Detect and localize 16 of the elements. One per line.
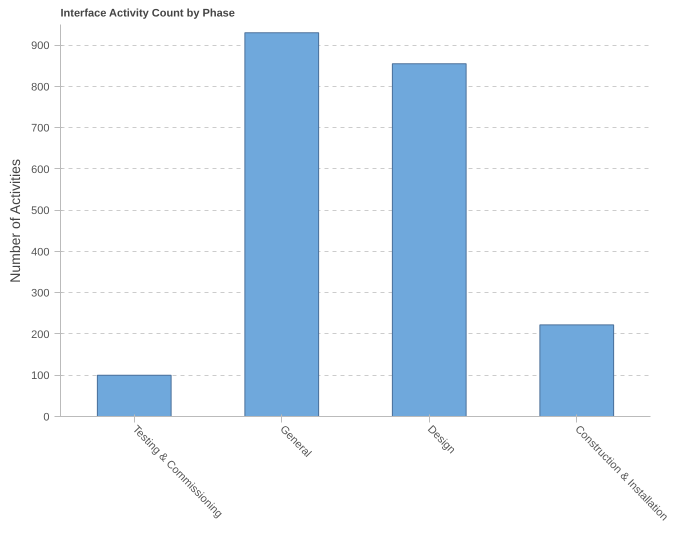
y-tick-label: 300 [31,288,50,300]
y-tick-label: 400 [31,246,50,258]
y-tick-label: 100 [31,370,50,382]
y-tick-label: 600 [31,164,50,176]
y-tick-label: 900 [31,40,50,52]
y-tick-label: 500 [31,205,50,218]
y-tick-label: 800 [31,81,50,94]
y-axis-title: Number of Activities [7,159,24,283]
bar [244,32,320,416]
y-tick-label: 200 [31,328,50,341]
chart-title: Interface Activity Count by Phase [60,8,235,20]
bar [96,374,172,416]
bar [392,63,467,416]
y-tick-label: 0 [43,412,50,424]
bar [539,324,614,416]
y-tick-label: 700 [31,122,50,135]
